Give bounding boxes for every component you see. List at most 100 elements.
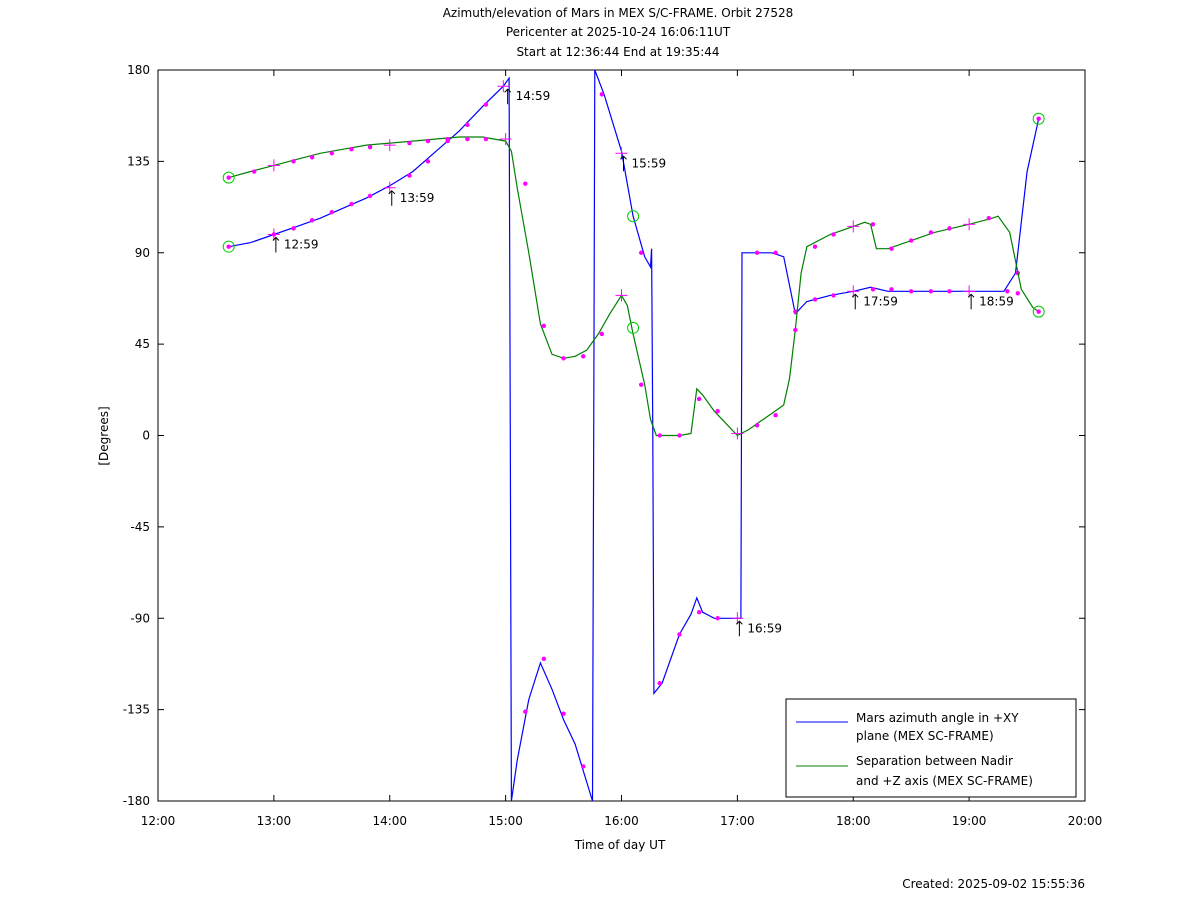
y-tick-label: 90 [135, 246, 150, 260]
legend-label-azimuth-line-2: plane (MEX SC-FRAME) [856, 729, 994, 743]
data-point [928, 230, 934, 235]
hour-label-text: 15:59 [632, 156, 667, 170]
data-point [870, 287, 876, 292]
data-point [812, 244, 818, 249]
data-point [870, 222, 876, 227]
endpoint-marker [627, 210, 640, 223]
hour-label: 16:59 [736, 620, 782, 637]
x-tick-label: 19:00 [952, 814, 987, 828]
legend-label-separation-line-1: Separation between Nadir [856, 754, 1013, 768]
hour-marker [499, 133, 512, 146]
hour-label: 18:59 [967, 293, 1014, 310]
data-point [581, 354, 586, 359]
hour-marker [731, 427, 744, 440]
data-point [1005, 289, 1010, 294]
created-timestamp: Created: 2025-09-02 15:55:36 [902, 877, 1085, 891]
data-point [889, 246, 894, 251]
data-point [638, 250, 644, 255]
legend-label-separation-line-2: and +Z axis (MEX SC-FRAME) [856, 774, 1033, 788]
data-point [773, 250, 778, 255]
endpoint-marker [222, 171, 235, 184]
hour-marker [847, 220, 860, 233]
endpoint-marker [222, 240, 235, 253]
data-point [349, 146, 354, 152]
data-point [657, 681, 662, 686]
data-point [309, 155, 315, 160]
endpoint-marker [1032, 305, 1045, 318]
data-point [986, 216, 992, 221]
hour-marker [615, 289, 628, 302]
data-point [407, 173, 412, 178]
hour-label-text: 16:59 [747, 621, 782, 635]
data-point [291, 159, 296, 164]
hour-label-arrowhead [736, 620, 743, 625]
data-point [541, 323, 547, 329]
hour-label-text: 17:59 [863, 294, 898, 308]
y-tick-label: -180 [123, 794, 150, 808]
data-point [754, 423, 760, 428]
plot-frame [157, 69, 1086, 802]
y-tick-label: 45 [135, 337, 150, 351]
data-point [793, 327, 798, 333]
hour-marker [963, 285, 976, 298]
x-tick-label: 16:00 [604, 814, 639, 828]
x-tick-label: 15:00 [488, 814, 523, 828]
data-point [831, 293, 836, 298]
data-point [947, 226, 952, 231]
data-point [407, 140, 412, 146]
data-point [329, 209, 335, 215]
data-point [329, 151, 335, 156]
data-point [367, 144, 373, 150]
data-point [226, 175, 231, 180]
y-tick-label: 135 [127, 154, 150, 168]
hour-label: 12:59 [272, 236, 318, 253]
plot-area: 12:00 13:00 14:00 15:00 16:00 17:00 18:00 19:00… [123, 63, 1103, 828]
data-point [425, 138, 431, 144]
data-point [226, 244, 231, 249]
hour-label: 15:59 [620, 155, 667, 172]
hour-marker [847, 285, 860, 298]
data-point [715, 408, 720, 414]
data-point [754, 250, 760, 255]
hour-label: 14:59 [504, 88, 551, 105]
data-point [349, 201, 354, 207]
data-point [483, 102, 489, 107]
data-point [483, 136, 489, 142]
data-point [291, 226, 296, 231]
hour-label-arrowhead [851, 293, 859, 298]
data-point [367, 193, 373, 199]
hour-label-arrowhead [967, 293, 975, 298]
x-tick-label: 20:00 [1068, 814, 1103, 828]
data-point [696, 396, 702, 402]
hour-label: 17:59 [851, 293, 898, 310]
data-point [561, 711, 566, 716]
hour-label-arrowhead [272, 236, 280, 241]
data-point [309, 218, 315, 223]
y-axis-label: [Degrees] [97, 406, 111, 465]
legend: Mars azimuth angle in +XY plane (MEX SC-… [785, 698, 1077, 798]
legend-box [785, 698, 1077, 798]
x-axis-label: Time of day UT [574, 838, 666, 852]
hour-marker [615, 147, 628, 160]
data-point [541, 656, 547, 662]
data-point [947, 289, 952, 294]
y-tick-label: -135 [123, 703, 150, 717]
data-point [1036, 116, 1041, 121]
legend-label-azimuth-line-1: Mars azimuth angle in +XY [856, 711, 1019, 725]
hour-marker [963, 218, 976, 231]
data-point [715, 616, 720, 621]
series-line-0 [228, 69, 1040, 802]
data-point [599, 92, 605, 97]
hour-label-text: 14:59 [516, 89, 551, 103]
y-tick-label: -45 [130, 520, 150, 534]
data-point [599, 331, 605, 337]
data-point [696, 609, 702, 615]
data-point [581, 764, 586, 769]
data-point [1036, 309, 1041, 314]
data-point [908, 289, 914, 294]
data-point [425, 159, 431, 164]
hour-marker [383, 181, 396, 194]
hour-label-arrowhead [504, 88, 511, 93]
data-point [251, 169, 257, 174]
